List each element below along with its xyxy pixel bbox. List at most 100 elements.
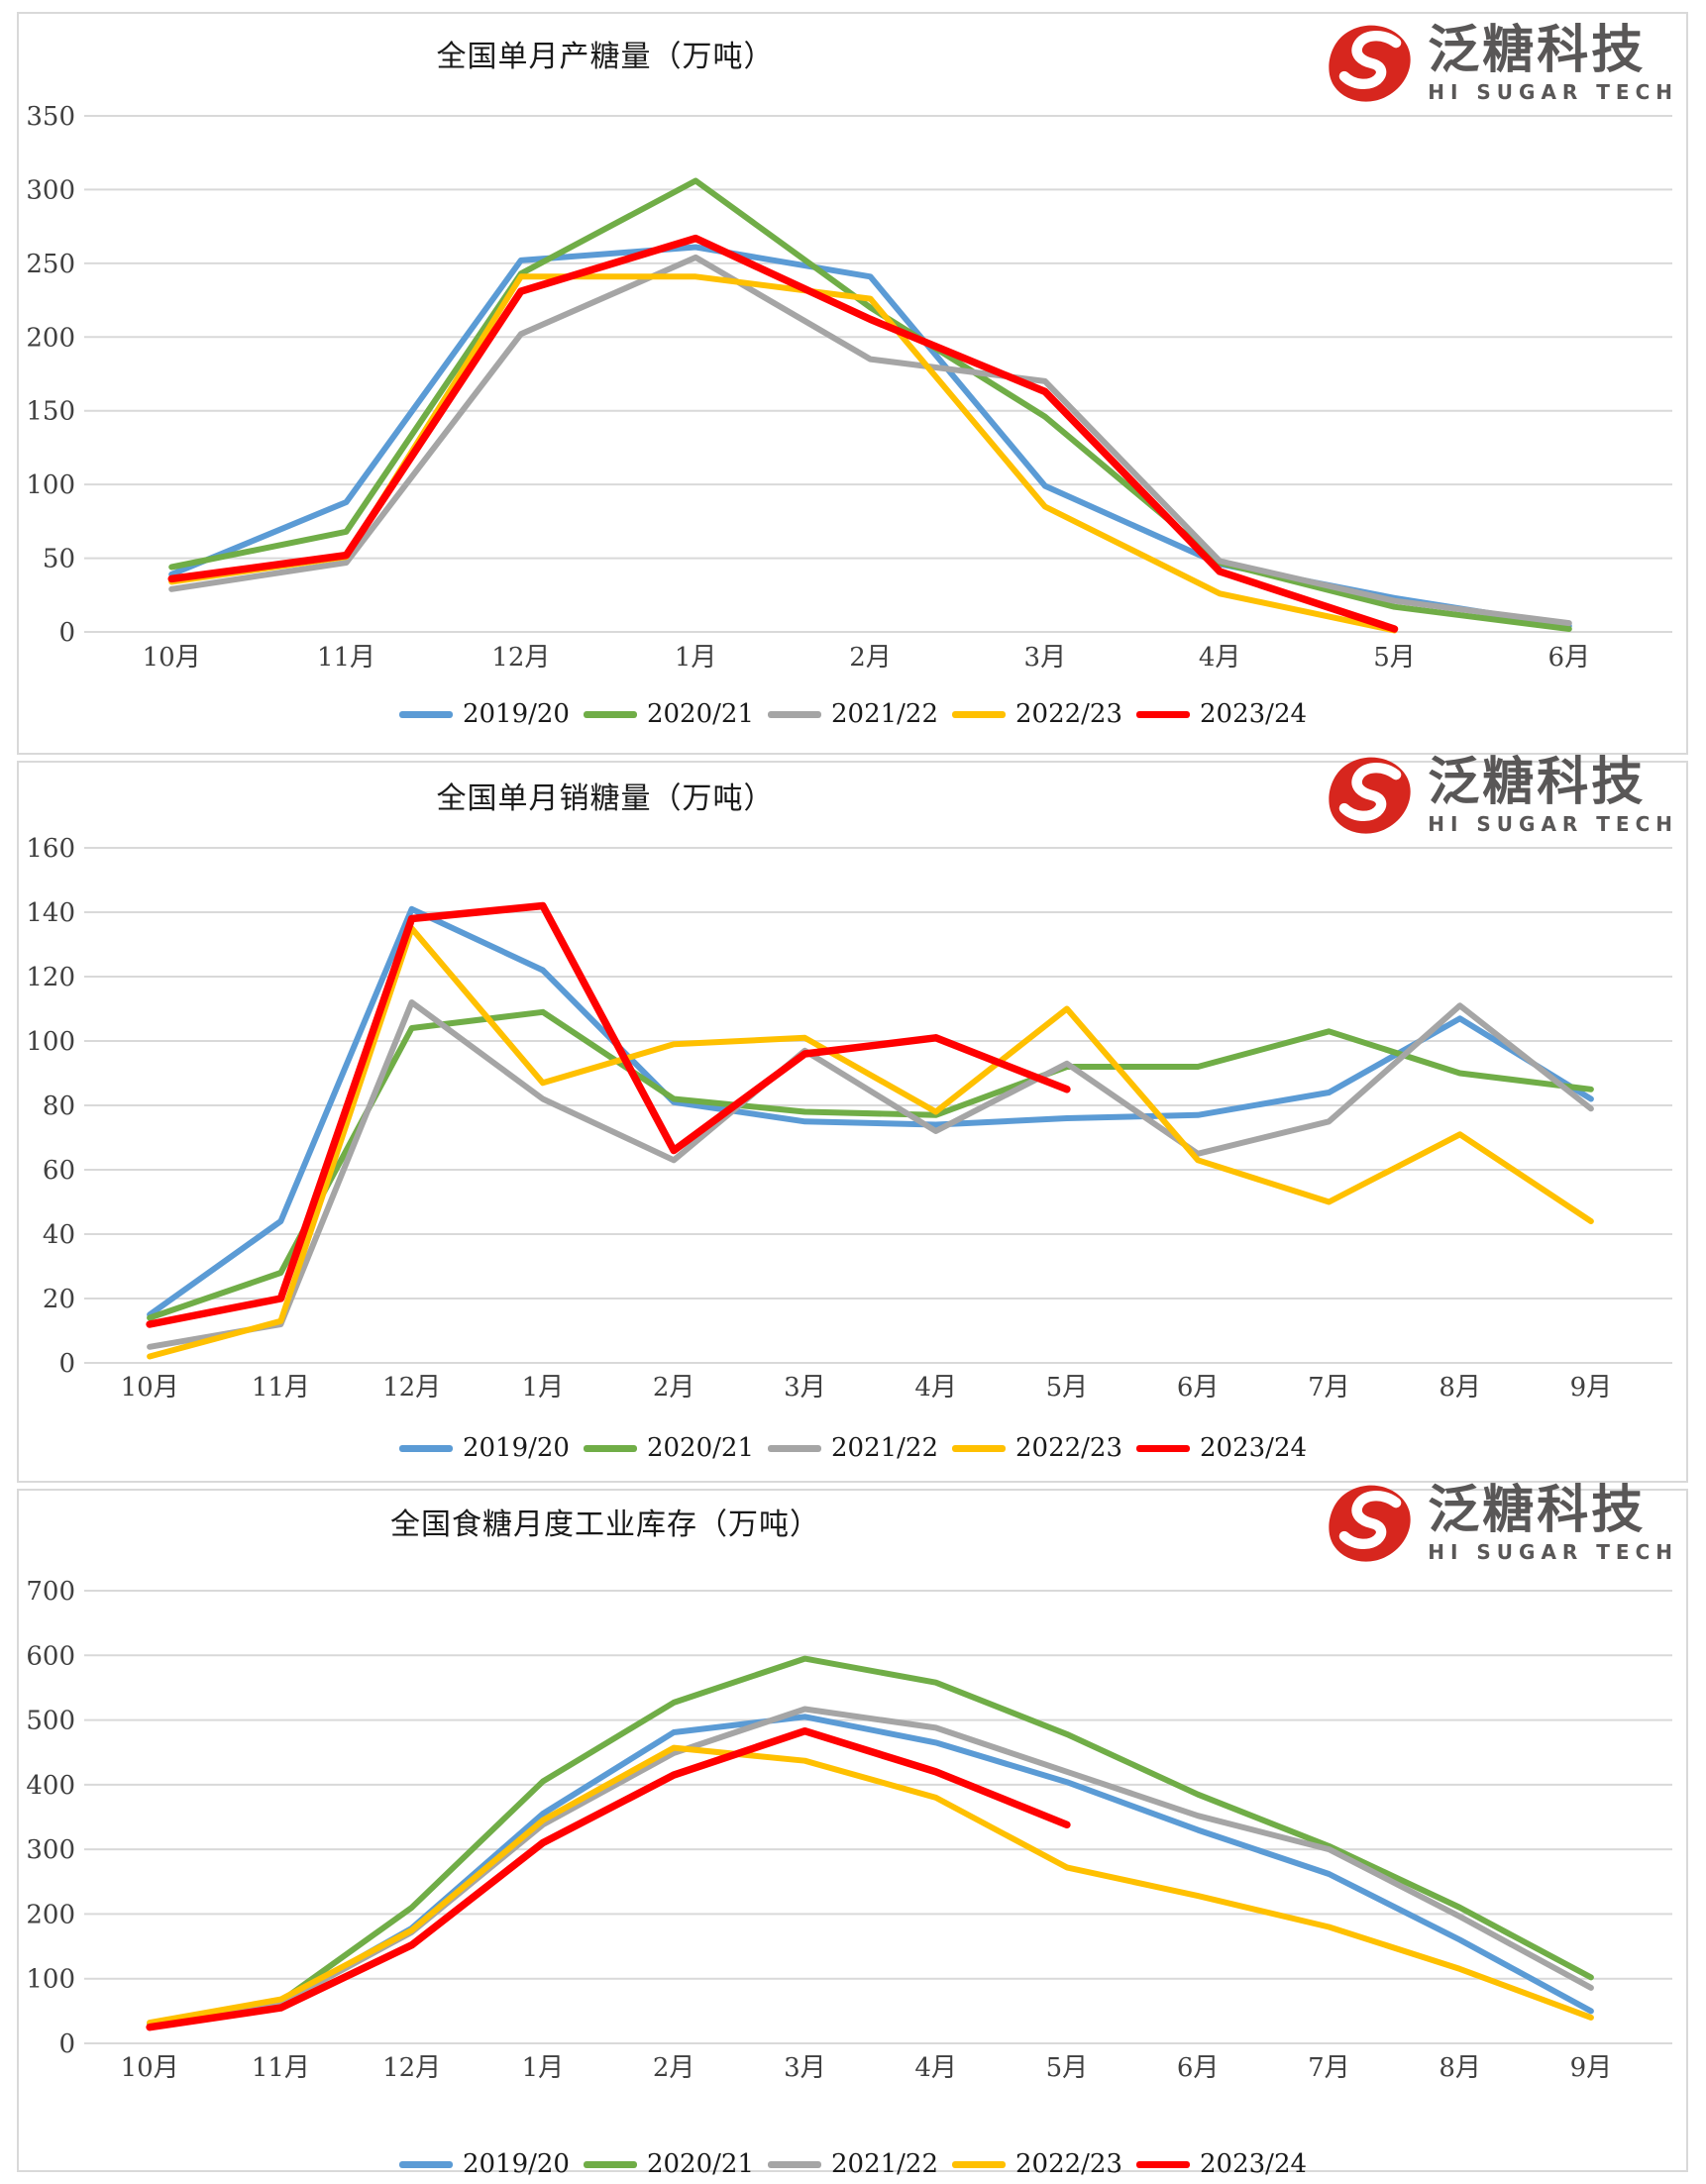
legend-production: 2019/20 2020/21 2021/22 2022/23 2023/24: [0, 699, 1706, 729]
brand-logo-text: 泛糖科技 HI SUGAR TECH: [1428, 757, 1678, 834]
legend-item: 2023/24: [1136, 1433, 1307, 1463]
sales-plot: 0 20 40 60 80 100 120 140 160 10月 11月 12月 1月 2月 3月 4月 5月…: [26, 834, 1672, 1403]
legend-swatch: [398, 1444, 453, 1452]
svg-text:5月: 5月: [1046, 1373, 1089, 1403]
legend-item: 2021/22: [767, 699, 938, 729]
svg-text:3月: 3月: [784, 2053, 826, 2083]
legend-swatch: [1136, 710, 1191, 718]
svg-text:10月: 10月: [143, 643, 201, 673]
legend-label: 2021/22: [830, 1433, 938, 1463]
svg-text:20: 20: [43, 1285, 75, 1314]
legend-swatch: [583, 710, 637, 718]
svg-text:4月: 4月: [914, 2053, 957, 2083]
legend-label: 2023/24: [1200, 1433, 1308, 1463]
production-plot: 0 50 100 150 200 250 300 350 10月 11月 12月 1月 2月 3月 4月 5月…: [26, 102, 1672, 673]
chart-panel-border-sales: [17, 761, 1688, 1483]
hi-sugar-tech-logo-icon: [1329, 757, 1411, 834]
svg-text:11月: 11月: [252, 1373, 310, 1403]
svg-text:700: 700: [26, 1577, 75, 1607]
legend-swatch: [952, 710, 1006, 718]
svg-text:1月: 1月: [522, 2053, 565, 2083]
legend-label: 2021/22: [830, 2149, 938, 2179]
legend-label: 2019/20: [462, 1433, 570, 1463]
svg-text:4月: 4月: [914, 1373, 957, 1403]
svg-text:200: 200: [26, 323, 75, 353]
svg-text:11月: 11月: [317, 643, 375, 673]
legend-item: 2023/24: [1136, 2149, 1307, 2179]
inventory-plot: 0 100 200 300 400 500 600 700 10月 11月 12月 1月 2月 3月 4月 5…: [26, 1577, 1672, 2083]
legend-item: 2020/21: [583, 2149, 754, 2179]
legend-swatch: [767, 710, 821, 718]
chart-title-production: 全国单月产糖量（万吨）: [436, 40, 775, 74]
legend-item: 2022/23: [952, 1433, 1122, 1463]
chart-panel-sales: 0 20 40 60 80 100 120 140 160 10月 11月 12月 1月 2月 3月 4月 5月…: [0, 728, 1706, 1463]
brand-name-cn: 泛糖科技: [1428, 753, 1647, 812]
legend-item: 2019/20: [398, 2149, 570, 2179]
svg-text:500: 500: [26, 1707, 75, 1736]
svg-text:3月: 3月: [784, 1373, 826, 1403]
legend-label: 2020/21: [646, 1433, 754, 1463]
legend-swatch: [767, 2160, 821, 2168]
legend-swatch: [398, 710, 453, 718]
legend-swatch: [767, 1444, 821, 1452]
svg-text:8月: 8月: [1439, 2053, 1481, 2083]
svg-text:200: 200: [26, 1900, 75, 1929]
legend-swatch: [1136, 2160, 1191, 2168]
svg-text:9月: 9月: [1570, 2053, 1613, 2083]
svg-text:150: 150: [26, 397, 75, 427]
svg-text:7月: 7月: [1308, 1373, 1350, 1403]
svg-text:100: 100: [26, 1027, 75, 1057]
svg-text:6月: 6月: [1548, 643, 1591, 673]
svg-text:9月: 9月: [1570, 1373, 1613, 1403]
svg-text:3月: 3月: [1024, 643, 1067, 673]
svg-text:0: 0: [58, 2029, 75, 2059]
legend-item: 2021/22: [767, 1433, 938, 1463]
legend-label: 2023/24: [1200, 2149, 1308, 2179]
legend-swatch: [952, 2160, 1006, 2168]
svg-text:12月: 12月: [382, 1373, 441, 1403]
chart-title-sales: 全国单月销糖量（万吨）: [436, 781, 775, 816]
legend-swatch: [1136, 1444, 1191, 1452]
svg-text:80: 80: [43, 1092, 75, 1121]
svg-text:8月: 8月: [1439, 1373, 1481, 1403]
svg-text:4月: 4月: [1199, 643, 1241, 673]
svg-text:10月: 10月: [121, 2053, 179, 2083]
legend-item: 2023/24: [1136, 699, 1307, 729]
brand-logo: 泛糖科技 HI SUGAR TECH: [1327, 756, 1678, 835]
svg-text:60: 60: [43, 1156, 75, 1186]
svg-text:2月: 2月: [849, 643, 892, 673]
svg-text:1月: 1月: [522, 1373, 565, 1403]
svg-text:10月: 10月: [121, 1373, 179, 1403]
svg-text:400: 400: [26, 1771, 75, 1801]
svg-text:5月: 5月: [1046, 2053, 1089, 2083]
brand-name-en: HI SUGAR TECH: [1428, 1540, 1678, 1564]
legend-label: 2019/20: [462, 2149, 570, 2179]
legend-label: 2019/20: [462, 699, 570, 729]
legend-swatch: [952, 1444, 1006, 1452]
legend-label: 2022/23: [1015, 1433, 1123, 1463]
svg-text:300: 300: [26, 175, 75, 205]
brand-name-cn: 泛糖科技: [1428, 1481, 1647, 1540]
svg-text:160: 160: [26, 834, 75, 864]
brand-logo-text: 泛糖科技 HI SUGAR TECH: [1428, 1485, 1678, 1562]
svg-text:100: 100: [26, 470, 75, 500]
legend-item: 2019/20: [398, 1433, 570, 1463]
legend-label: 2023/24: [1200, 699, 1308, 729]
svg-text:40: 40: [43, 1220, 75, 1250]
svg-text:11月: 11月: [252, 2053, 310, 2083]
legend-inventory: 2019/20 2020/21 2021/22 2022/23 2023/24: [0, 2149, 1706, 2179]
svg-text:6月: 6月: [1177, 2053, 1220, 2083]
legend-item: 2022/23: [952, 699, 1122, 729]
legend-swatch: [583, 2160, 637, 2168]
legend-swatch: [398, 2160, 453, 2168]
legend-item: 2019/20: [398, 699, 570, 729]
svg-text:6月: 6月: [1177, 1373, 1220, 1403]
brand-logo-text: 泛糖科技 HI SUGAR TECH: [1428, 25, 1678, 102]
chart-panel-production: 0 50 100 150 200 250 300 350 10月 11月 12月 1月 2月 3月 4月 5月…: [0, 0, 1706, 729]
legend-item: 2020/21: [583, 699, 754, 729]
svg-text:120: 120: [26, 963, 75, 992]
svg-text:50: 50: [43, 545, 75, 574]
svg-text:350: 350: [26, 102, 75, 132]
legend-item: 2021/22: [767, 2149, 938, 2179]
brand-logo: 泛糖科技 HI SUGAR TECH: [1327, 24, 1678, 103]
